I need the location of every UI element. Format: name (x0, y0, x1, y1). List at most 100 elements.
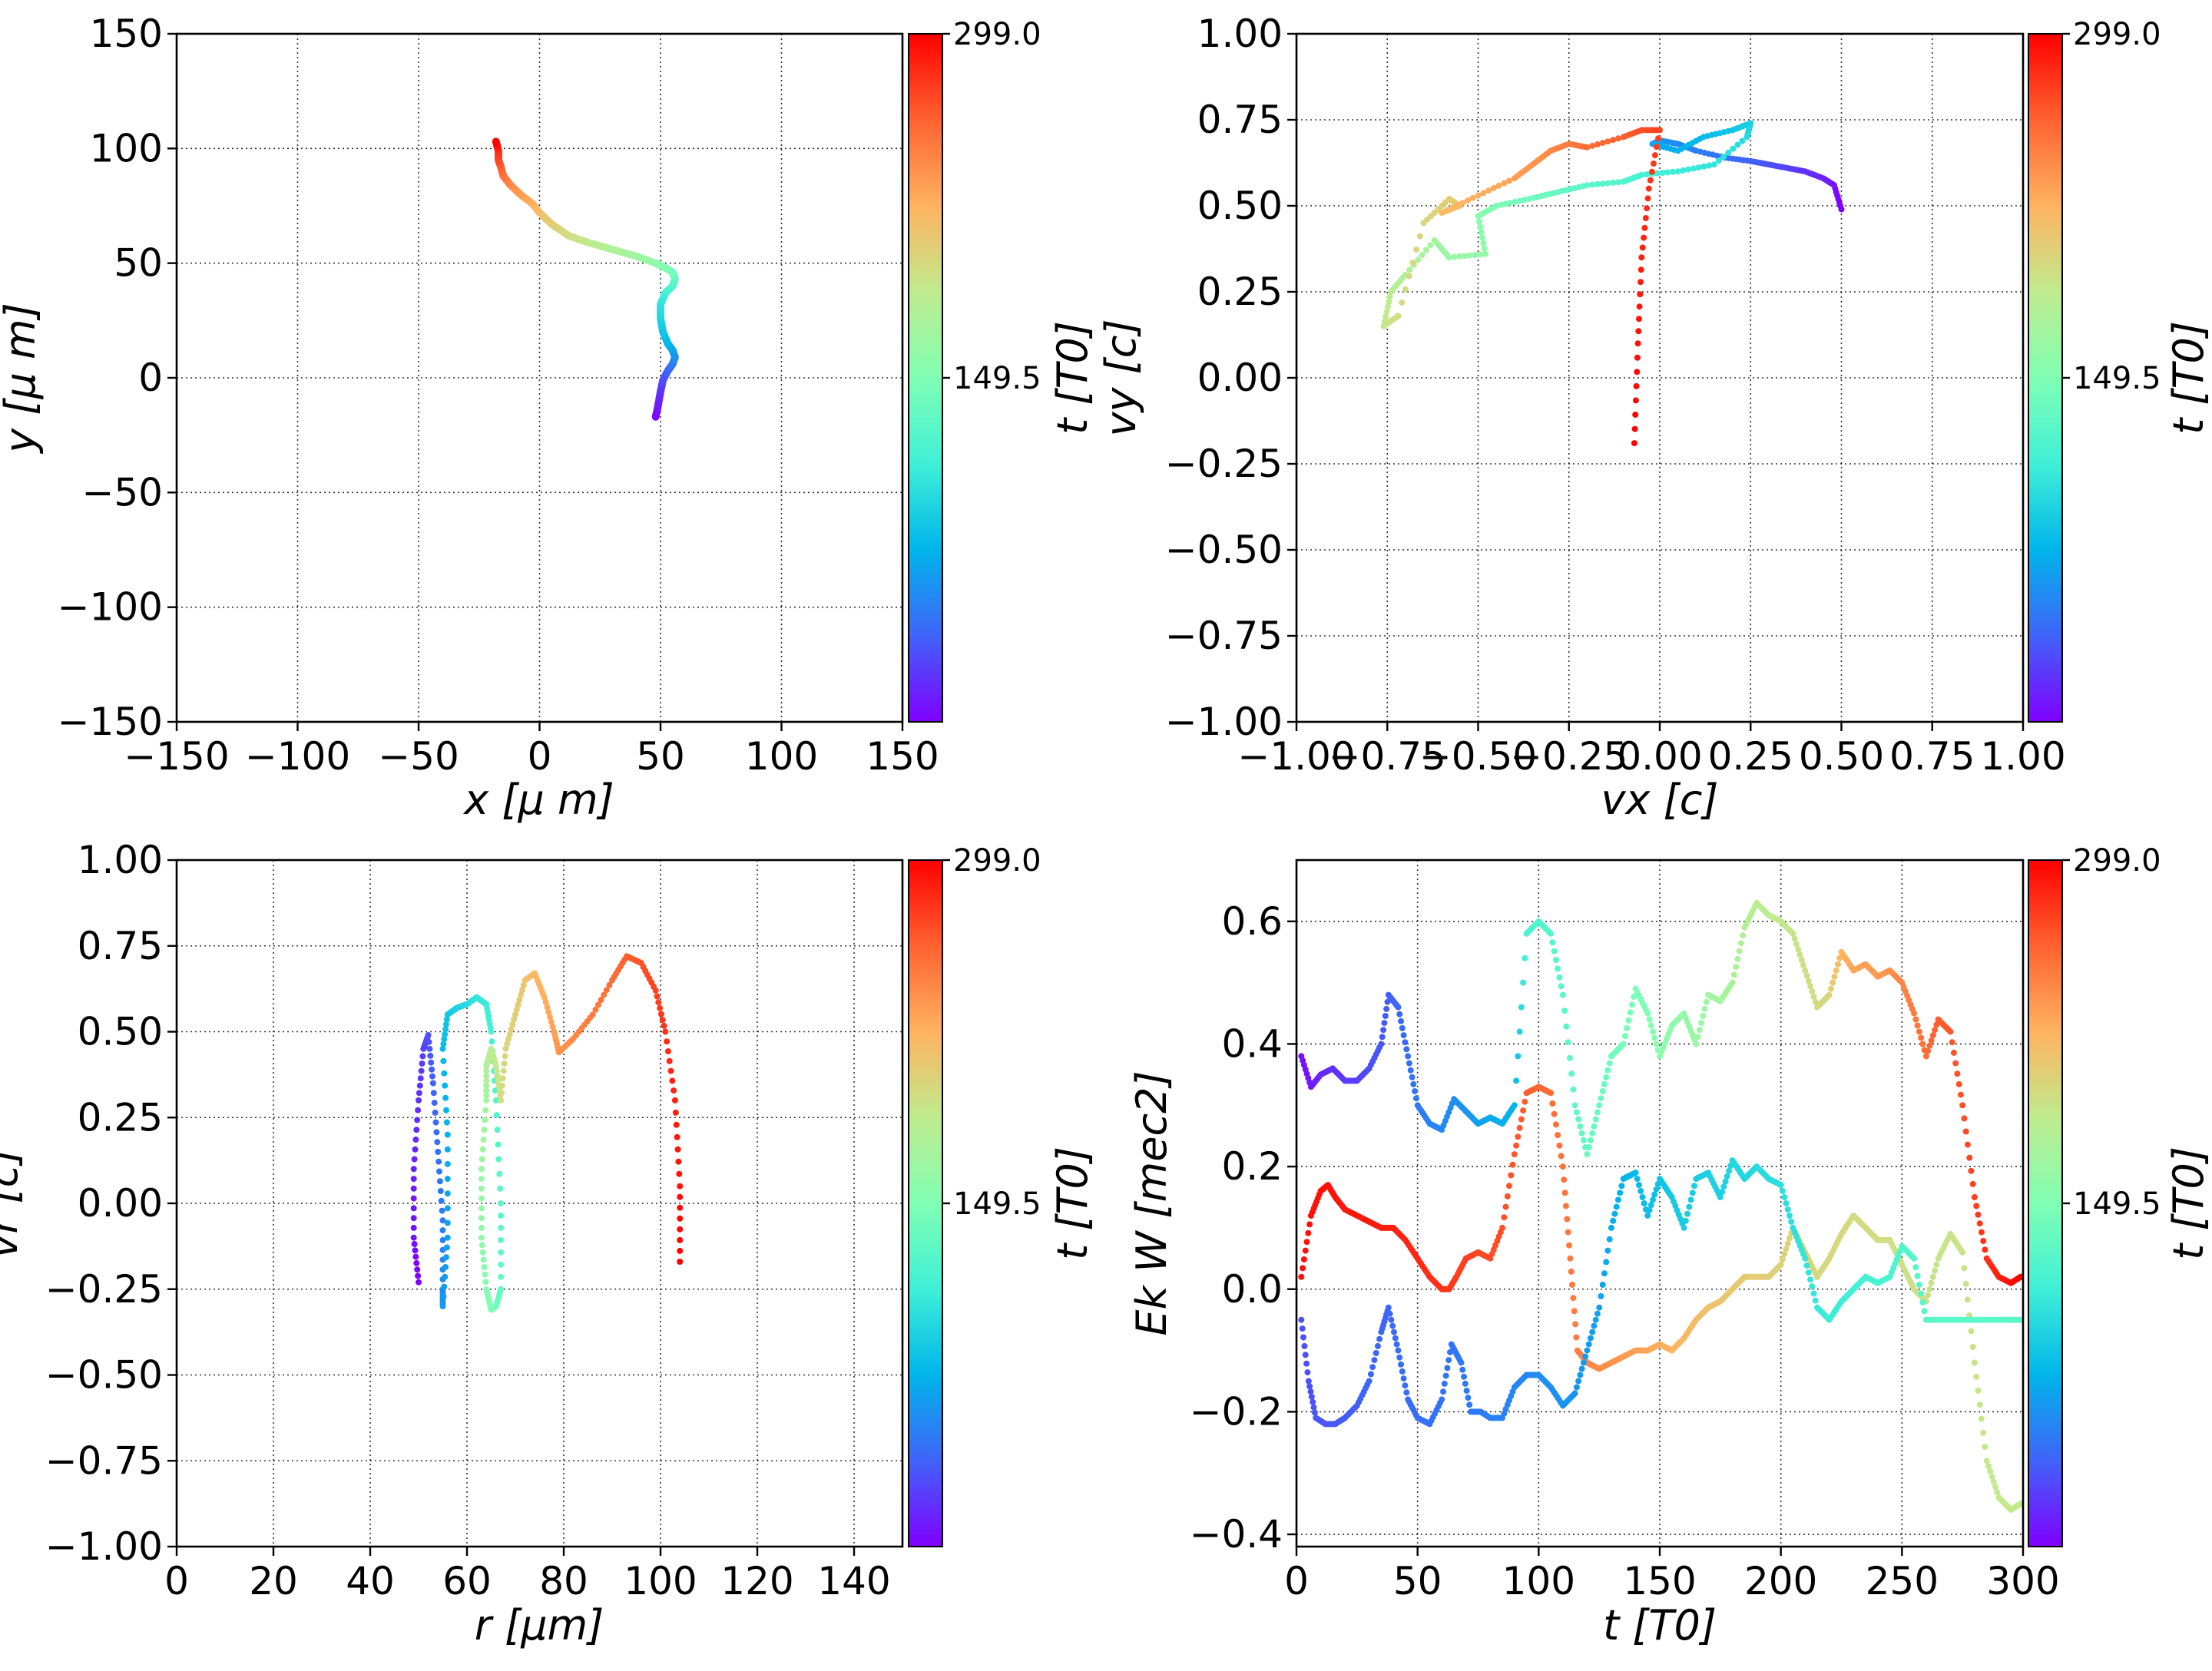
data-point (498, 1213, 505, 1219)
data-point (592, 1006, 599, 1013)
x-tick-label: −0.25 (1510, 734, 1628, 779)
data-point (1617, 1190, 1624, 1196)
data-point (1311, 1409, 1318, 1416)
data-point (547, 1014, 553, 1021)
x-tick-label: 100 (624, 1559, 697, 1603)
data-point (1966, 1154, 1973, 1161)
data-point (1498, 201, 1505, 208)
data-point (482, 1107, 489, 1113)
data-point (1809, 988, 1816, 994)
data-point (416, 1279, 422, 1286)
data-point (1686, 1203, 1693, 1210)
data-point (1398, 1017, 1404, 1024)
data-point (1568, 1268, 1575, 1275)
data-point (1589, 142, 1596, 149)
data-point (1515, 1053, 1522, 1060)
data-point (480, 1137, 487, 1143)
data-point (1301, 1342, 1308, 1349)
data-point (1568, 1070, 1575, 1077)
data-point (442, 1273, 449, 1280)
data-point (1306, 1221, 1313, 1228)
data-point (478, 1215, 485, 1222)
data-point (1402, 286, 1409, 293)
data-point (1400, 1032, 1407, 1039)
data-point (1573, 1384, 1580, 1391)
data-point (479, 1249, 486, 1256)
data-point (1634, 369, 1641, 376)
data-point (669, 1077, 676, 1084)
data-point (1916, 1028, 1922, 1035)
data-point (1502, 200, 1509, 207)
data-point (444, 1190, 451, 1197)
x-tick-label: 100 (745, 734, 818, 779)
data-point (1561, 1176, 1568, 1183)
data-point (410, 1166, 417, 1173)
data-point (1495, 182, 1502, 189)
data-point (429, 1066, 435, 1073)
data-point (677, 1259, 684, 1265)
data-point (1957, 1091, 1964, 1098)
data-point (1925, 1292, 1932, 1299)
data-point (1710, 161, 1717, 168)
data-point (1582, 1353, 1589, 1360)
data-point (1730, 971, 1737, 978)
data-point (1520, 1107, 1527, 1114)
data-point (1466, 1401, 1473, 1408)
data-point (1376, 1335, 1383, 1342)
data-point (1596, 1102, 1603, 1109)
data-point (439, 1207, 445, 1214)
data-point (1475, 192, 1482, 199)
data-point (1465, 197, 1471, 203)
data-point (1521, 197, 1528, 203)
data-point (1569, 1282, 1575, 1288)
data-point (1614, 135, 1621, 142)
data-point (441, 1036, 448, 1043)
data-point (1419, 252, 1426, 258)
data-point (1929, 1273, 1936, 1280)
data-point (1395, 1004, 1402, 1011)
data-point (1306, 1383, 1313, 1390)
panel-radial-frame (175, 859, 904, 1548)
data-point (410, 1185, 417, 1192)
data-point (1584, 144, 1591, 151)
data-point (1303, 1360, 1310, 1367)
data-point (415, 1107, 422, 1113)
data-point (1961, 1115, 1968, 1122)
data-point (506, 1031, 513, 1037)
data-point (1386, 1310, 1393, 1317)
data-point (434, 1139, 441, 1146)
data-point (1589, 1329, 1596, 1335)
colorbar-tick-label: 299.0 (2073, 843, 2161, 879)
data-point (1807, 983, 1813, 990)
x-tick-label: 150 (1623, 1559, 1696, 1603)
data-point (478, 1242, 485, 1249)
data-point (444, 1176, 451, 1183)
y-tick-label: −1.00 (1165, 700, 1283, 744)
data-point (677, 1236, 684, 1243)
data-point (1380, 1027, 1387, 1034)
data-point (1585, 1144, 1592, 1150)
colorbar-tick-label: 149.5 (2073, 1186, 2161, 1222)
data-point (1918, 1290, 1925, 1297)
data-point (1442, 1372, 1449, 1379)
data-point (675, 1158, 682, 1165)
data-point (1809, 1283, 1816, 1290)
data-point (677, 1183, 684, 1190)
data-point (1549, 1100, 1556, 1107)
data-point (1800, 961, 1806, 968)
data-point (1300, 1265, 1306, 1272)
data-point (1698, 1020, 1705, 1027)
data-point (498, 1236, 505, 1243)
data-point (442, 1026, 449, 1033)
data-point (1835, 961, 1841, 968)
data-point (1636, 1182, 1642, 1189)
data-point (416, 1097, 422, 1104)
data-point (478, 1224, 485, 1231)
data-point (1415, 256, 1422, 263)
panel-energy-frame (1295, 859, 2025, 1548)
data-point (1921, 1308, 1928, 1315)
data-point (1791, 935, 1798, 942)
data-point (1644, 205, 1651, 212)
data-point (1987, 1468, 1994, 1474)
data-point (511, 1016, 518, 1023)
